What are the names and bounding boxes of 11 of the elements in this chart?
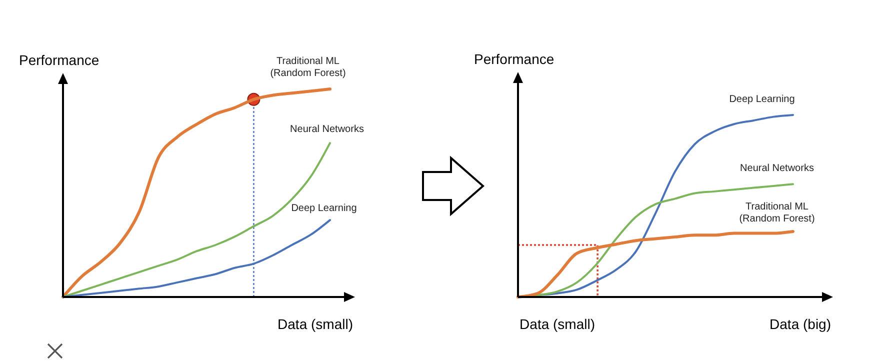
series-label: Traditional ML (Random Forest) xyxy=(270,56,346,79)
x-axis-title: Data (big) xyxy=(770,316,831,332)
series-label: Traditional ML (Random Forest) xyxy=(739,201,815,224)
y-axis-title: Performance xyxy=(474,51,554,67)
series-label: Neural Networks xyxy=(740,163,814,174)
y-axis-title: Performance xyxy=(19,52,100,68)
series-label: Deep Learning xyxy=(729,94,795,105)
text: Data (small) xyxy=(520,316,596,332)
series-label: Deep Learning xyxy=(291,203,357,214)
x-axis-title: Data (small) xyxy=(278,316,353,332)
series-label: Neural Networks xyxy=(290,124,364,136)
